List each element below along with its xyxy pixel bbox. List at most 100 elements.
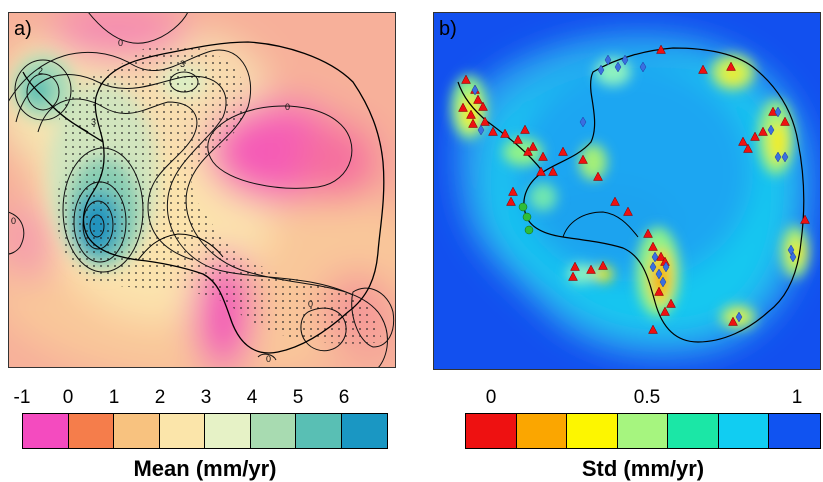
blue-diamond-marker <box>659 276 667 288</box>
red-triangle-marker <box>478 101 488 111</box>
panel-a-map: 0 2 3 3 0 0 0 0 a) <box>8 12 396 368</box>
red-triangle-marker <box>500 128 510 138</box>
red-triangle-marker <box>568 271 578 281</box>
peninsula-coastline <box>457 81 544 173</box>
std-tick-label: 1 <box>791 387 803 408</box>
red-triangle-marker <box>610 196 620 206</box>
red-triangle-marker <box>468 118 478 128</box>
mean-tick-label: 1 <box>108 387 120 408</box>
panel-b-map: b) <box>433 12 821 370</box>
red-triangle-marker <box>728 316 738 326</box>
contour-label: 3 <box>180 59 185 69</box>
mean-colorbar-swatch <box>296 414 342 448</box>
std-colorbar <box>465 413 821 449</box>
red-triangle-marker <box>726 61 736 71</box>
antarctica-coastline <box>523 47 805 343</box>
mean-colorbar-swatch <box>250 414 296 448</box>
red-triangle-marker <box>758 126 768 136</box>
mean-contours <box>8 12 395 368</box>
green-circle-markers <box>518 202 534 235</box>
panel-b-frame <box>433 12 821 370</box>
red-triangle-marker <box>488 126 498 136</box>
blue-diamond-marker <box>471 84 479 96</box>
red-triangle-marker <box>461 74 471 84</box>
blue-diamond-marker <box>614 61 622 73</box>
red-triangle-marker <box>780 116 790 126</box>
blue-diamond-markers <box>471 54 797 323</box>
red-triangle-marker <box>578 154 588 164</box>
significance-stippling <box>56 43 384 344</box>
red-triangle-marker <box>570 261 580 271</box>
red-triangle-marker <box>800 214 810 224</box>
red-triangle-marker <box>593 171 603 181</box>
red-triangle-marker <box>648 241 658 251</box>
panel-b-label: b) <box>439 18 457 40</box>
red-triangle-marker <box>738 136 748 146</box>
blue-diamond-marker <box>774 151 782 163</box>
red-triangle-marker <box>654 286 664 296</box>
contour-label: 0 <box>308 299 313 309</box>
blue-diamond-marker <box>655 268 663 280</box>
blue-diamond-marker <box>767 124 775 136</box>
red-triangle-marker <box>538 151 548 161</box>
red-triangle-marker <box>523 146 533 156</box>
blue-diamond-marker <box>789 251 797 263</box>
green-circle-marker <box>524 225 534 235</box>
std-colorbar-title: Std (mm/yr) <box>581 456 705 481</box>
red-triangle-marker <box>536 166 546 176</box>
mean-colorbar-swatch <box>23 414 69 448</box>
red-triangle-marker <box>648 324 658 334</box>
mean-colorbar <box>22 413 388 449</box>
mean-tick-label: -1 <box>13 387 31 408</box>
mean-colorbar-swatch <box>159 414 205 448</box>
panel-a-frame <box>8 12 396 368</box>
red-triangle-marker <box>466 109 476 119</box>
std-tick-label: 0 <box>485 387 497 408</box>
std-colorbar-ticks: 0 0.5 1 <box>465 387 823 409</box>
peninsula-coastline <box>22 71 104 143</box>
red-triangle-marker <box>666 298 676 308</box>
contour-label: 0 <box>11 216 16 226</box>
blue-diamond-marker <box>735 311 743 323</box>
red-triangle-marker <box>458 102 468 112</box>
mean-colorbar-swatch <box>205 414 251 448</box>
ice-shelf-line <box>562 211 639 238</box>
mean-colorbar-ticks: -1 0 1 2 3 4 5 6 <box>14 387 386 409</box>
red-triangle-marker <box>743 143 753 153</box>
red-triangle-marker <box>513 134 523 144</box>
contour-label: 0 <box>285 102 290 112</box>
red-triangle-marker <box>473 94 483 104</box>
red-triangle-marker <box>548 166 558 176</box>
mean-tick-label: 3 <box>200 387 212 408</box>
red-triangle-marker <box>586 264 596 274</box>
panel-a-label: a) <box>14 18 32 40</box>
blue-diamond-marker <box>639 61 647 73</box>
antarctica-coastline <box>82 41 385 354</box>
red-triangle-marker <box>698 64 708 74</box>
contour-label: 3 <box>91 117 96 127</box>
blue-diamond-marker <box>662 261 670 273</box>
mean-tick-label: 5 <box>292 387 304 408</box>
mean-colorbar-swatch <box>114 414 160 448</box>
blue-diamond-marker <box>597 64 605 76</box>
contour-label: 0 <box>266 354 271 364</box>
mean-tick-label: 0 <box>62 387 74 408</box>
blue-diamond-marker <box>477 124 485 136</box>
std-colorbar-swatch <box>718 414 770 448</box>
std-colorbar-swatch <box>769 414 820 448</box>
mean-colorbar-swatch <box>341 414 387 448</box>
blue-diamond-marker <box>781 151 789 163</box>
red-triangle-marker <box>508 186 518 196</box>
red-triangle-marker <box>660 306 670 316</box>
red-triangle-marker <box>520 124 530 134</box>
std-colorbar-swatch <box>668 414 719 448</box>
blue-diamond-marker <box>774 106 782 118</box>
contour-label: 2 <box>38 66 43 76</box>
blue-diamond-marker <box>649 261 657 273</box>
mean-colorbar-title: Mean (mm/yr) <box>133 456 277 481</box>
red-triangle-markers <box>458 44 810 334</box>
std-field <box>456 32 813 358</box>
red-triangle-marker <box>623 206 633 216</box>
red-triangle-marker <box>750 131 760 141</box>
red-triangle-marker <box>558 146 568 156</box>
